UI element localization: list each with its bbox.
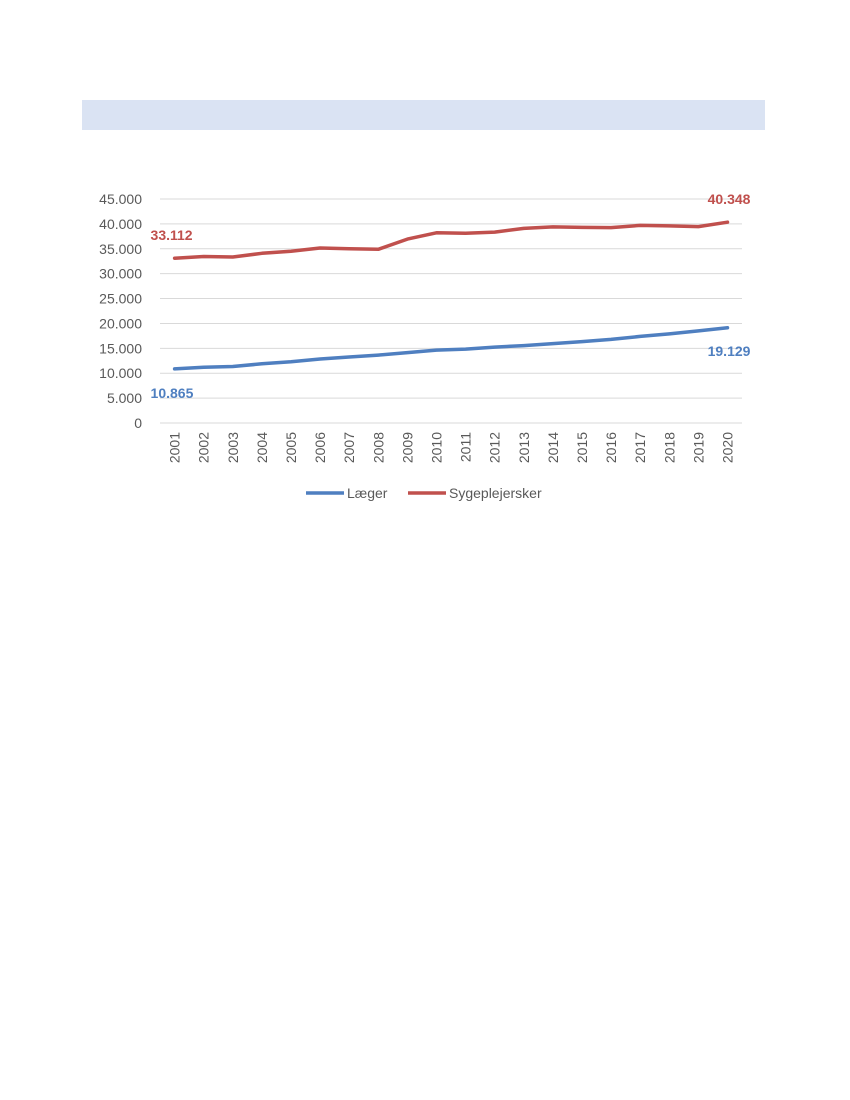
y-axis-tick-labels: 0 5.000 10.000 15.000 20.000 25.000 30.000 35.0… xyxy=(99,191,142,431)
x-tick-label: 2012 xyxy=(487,432,503,463)
series-line-sygeplejersker xyxy=(172,220,730,260)
legend-label: Læger xyxy=(347,485,388,501)
x-tick-label: 2020 xyxy=(719,432,735,463)
x-tick-label: 2009 xyxy=(399,432,415,463)
legend: Læger Sygeplejersker xyxy=(306,485,542,501)
x-tick-label: 2013 xyxy=(516,432,532,463)
y-tick-label: 10.000 xyxy=(99,365,142,381)
y-tick-label: 35.000 xyxy=(99,241,142,257)
x-tick-label: 2018 xyxy=(661,432,677,463)
x-tick-label: 2019 xyxy=(690,432,706,463)
y-tick-label: 40.000 xyxy=(99,216,142,232)
legend-label: Sygeplejersker xyxy=(449,485,542,501)
header-band xyxy=(82,100,765,130)
gridlines xyxy=(160,198,742,424)
data-label: 19.129 xyxy=(708,343,751,359)
data-label: 40.348 xyxy=(708,191,751,207)
x-tick-label: 2017 xyxy=(632,432,648,463)
x-tick-label: 2005 xyxy=(283,432,299,463)
y-tick-label: 15.000 xyxy=(99,340,142,356)
data-labels: 33.112 40.348 10.865 19.129 xyxy=(151,191,751,401)
x-tick-label: 2004 xyxy=(254,432,270,463)
x-axis-tick-labels: 2001 2002 2003 2004 2005 2006 2007 2008 2009 2010… xyxy=(167,432,736,463)
x-tick-label: 2014 xyxy=(545,432,561,463)
y-tick-label: 30.000 xyxy=(99,266,142,282)
y-tick-label: 20.000 xyxy=(99,315,142,331)
x-tick-label: 2001 xyxy=(167,432,183,463)
x-tick-label: 2008 xyxy=(370,432,386,463)
x-tick-label: 2003 xyxy=(225,432,241,463)
x-tick-label: 2016 xyxy=(603,432,619,463)
y-tick-label: 5.000 xyxy=(107,390,142,406)
x-tick-label: 2011 xyxy=(458,432,474,462)
y-tick-label: 25.000 xyxy=(99,291,142,307)
x-tick-label: 2007 xyxy=(341,432,357,463)
x-tick-label: 2010 xyxy=(428,432,444,463)
x-tick-label: 2006 xyxy=(312,432,328,463)
y-tick-label: 45.000 xyxy=(99,191,142,207)
series-lines xyxy=(172,220,730,371)
data-label: 10.865 xyxy=(151,385,194,401)
series-line-laeger xyxy=(172,326,730,371)
x-tick-label: 2002 xyxy=(196,432,212,463)
y-tick-label: 0 xyxy=(134,415,142,431)
data-label: 33.112 xyxy=(151,227,193,243)
x-tick-label: 2015 xyxy=(574,432,590,463)
